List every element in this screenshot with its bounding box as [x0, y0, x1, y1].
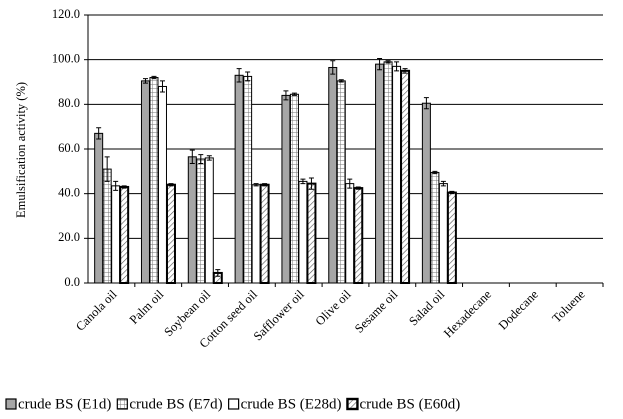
- bar: [430, 171, 440, 284]
- error-bar: [432, 170, 438, 175]
- error-bar: [283, 90, 289, 101]
- bar: [306, 182, 317, 284]
- bar: [140, 80, 150, 284]
- error-bar: [245, 71, 251, 82]
- bar: [438, 183, 448, 284]
- error-bar: [151, 75, 157, 80]
- error-bar: [262, 183, 268, 187]
- error-bar: [385, 60, 391, 64]
- error-bar: [423, 97, 429, 110]
- error-bar: [253, 183, 259, 187]
- x-tick-label: Sesame oil: [352, 287, 401, 336]
- bar: [119, 185, 130, 284]
- bar: [375, 63, 385, 284]
- error-bar: [355, 186, 361, 190]
- error-bar: [104, 156, 110, 182]
- error-bar: [168, 183, 174, 187]
- bar: [111, 185, 121, 284]
- y-tick-label: 60.0: [58, 141, 80, 155]
- y-tick-label: 0.0: [64, 275, 80, 289]
- error-bar: [394, 61, 400, 72]
- error-bar: [113, 180, 119, 191]
- bar: [446, 191, 457, 284]
- bar: [187, 156, 197, 284]
- legend-swatch: [228, 398, 240, 410]
- error-bar: [142, 78, 148, 84]
- bar: [345, 183, 355, 284]
- bar: [259, 183, 270, 285]
- bar: [336, 80, 346, 284]
- error-bar: [377, 58, 383, 71]
- error-bar: [347, 178, 353, 189]
- bar: [392, 65, 402, 284]
- error-bar: [206, 155, 212, 161]
- error-bar: [300, 178, 306, 185]
- legend-label: crude BS (E60d): [359, 396, 460, 412]
- x-tick-label: Salad oil: [406, 287, 447, 328]
- x-tick-label: Canola oil: [73, 287, 120, 334]
- legend-swatch: [5, 398, 17, 410]
- y-axis-label: Emulsification activity (%): [14, 82, 28, 218]
- error-bar: [215, 269, 221, 277]
- x-tick-label: Palm oil: [127, 287, 167, 327]
- bar: [157, 85, 167, 284]
- legend-label: crude BS (E7d): [129, 396, 222, 412]
- error-bar: [338, 79, 344, 83]
- bar: [102, 168, 112, 284]
- bar: [281, 94, 291, 284]
- x-tick-label: Toluene: [549, 287, 588, 326]
- bar: [243, 75, 253, 284]
- bar: [234, 74, 244, 284]
- error-bar: [440, 180, 446, 187]
- bar: [298, 180, 308, 284]
- x-tick-label: Safflower oil: [251, 287, 308, 344]
- x-tick-label: Dodecane: [496, 287, 542, 333]
- bar: [196, 158, 206, 284]
- error-bar: [291, 92, 297, 96]
- error-bar: [198, 154, 204, 165]
- legend-label: crude BS (E1d): [18, 396, 111, 412]
- x-tick-label: Hexadecane: [441, 287, 494, 340]
- bar: [400, 69, 411, 285]
- bar: [204, 157, 214, 284]
- error-bar: [189, 149, 195, 165]
- legend-swatch: [116, 398, 128, 410]
- y-tick-label: 80.0: [58, 96, 80, 110]
- x-tick-label: Olive oil: [313, 287, 354, 328]
- bar: [251, 184, 261, 284]
- y-tick-label: 120.0: [52, 7, 80, 21]
- error-bar: [449, 190, 455, 195]
- bar: [383, 61, 393, 284]
- y-tick-label: 20.0: [58, 230, 80, 244]
- bar: [353, 187, 364, 284]
- bar: [94, 132, 104, 284]
- bar: [421, 102, 431, 284]
- y-tick-label: 40.0: [58, 186, 80, 200]
- bar: [149, 77, 159, 284]
- bar: [289, 93, 299, 284]
- error-bar: [121, 185, 127, 189]
- error-bar: [96, 127, 102, 140]
- y-tick-label: 100.0: [52, 52, 80, 66]
- error-bar: [402, 68, 408, 74]
- bar: [328, 66, 338, 284]
- error-bar: [308, 177, 314, 190]
- legend-label: crude BS (E28d): [241, 396, 342, 412]
- error-bar: [236, 68, 242, 83]
- legend-swatch: [346, 397, 359, 411]
- bar: [165, 183, 176, 285]
- error-bar: [159, 80, 165, 93]
- error-bar: [330, 60, 336, 75]
